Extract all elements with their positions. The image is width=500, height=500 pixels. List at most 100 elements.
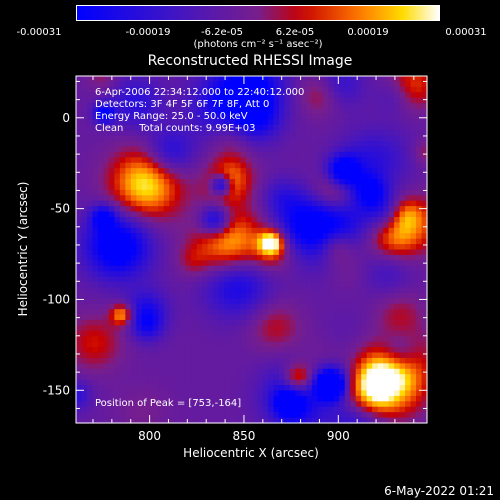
heatmap-cell bbox=[76, 336, 83, 343]
heatmap-cell bbox=[262, 86, 269, 93]
heatmap-cell bbox=[169, 238, 176, 245]
heatmap-cell bbox=[350, 146, 357, 153]
heatmap-cell bbox=[125, 298, 132, 305]
heatmap-cell bbox=[399, 401, 406, 408]
heatmap-cell bbox=[273, 260, 280, 267]
heatmap-cell bbox=[278, 195, 285, 202]
heatmap-cell bbox=[92, 292, 99, 299]
heatmap-cell bbox=[136, 168, 143, 175]
heatmap-cell bbox=[262, 298, 269, 305]
heatmap-cell bbox=[350, 76, 357, 83]
heatmap-cell bbox=[289, 417, 296, 424]
heatmap-cell bbox=[405, 113, 412, 120]
heatmap-cell bbox=[130, 401, 137, 408]
heatmap-cell bbox=[262, 130, 269, 137]
heatmap-cell bbox=[81, 233, 88, 240]
heatmap-cell bbox=[202, 184, 209, 191]
heatmap-cell bbox=[344, 211, 351, 218]
heatmap-cell bbox=[147, 216, 154, 223]
heatmap-cell bbox=[76, 135, 83, 142]
heatmap-cell bbox=[213, 271, 220, 278]
heatmap-cell bbox=[174, 406, 181, 413]
heatmap-cell bbox=[405, 352, 412, 359]
heatmap-cell bbox=[300, 395, 307, 402]
heatmap-cell bbox=[218, 238, 225, 245]
heatmap-cell bbox=[163, 282, 170, 289]
heatmap-cell bbox=[311, 254, 318, 261]
heatmap-cell bbox=[81, 336, 88, 343]
heatmap-cell bbox=[350, 238, 357, 245]
heatmap-cell bbox=[163, 195, 170, 202]
heatmap-cell bbox=[410, 341, 417, 348]
heatmap-cell bbox=[136, 314, 143, 321]
heatmap-cell bbox=[410, 97, 417, 104]
heatmap-cell bbox=[405, 135, 412, 142]
heatmap-cell bbox=[224, 173, 231, 180]
heatmap-cell bbox=[333, 314, 340, 321]
heatmap-cell bbox=[229, 271, 236, 278]
heatmap-cell bbox=[108, 395, 115, 402]
heatmap-cell bbox=[207, 265, 214, 272]
heatmap-cell bbox=[240, 227, 247, 234]
heatmap-cell bbox=[169, 179, 176, 186]
heatmap-cell bbox=[152, 141, 159, 148]
heatmap-cell bbox=[306, 395, 313, 402]
heatmap-cell bbox=[300, 401, 307, 408]
heatmap-cell bbox=[295, 282, 302, 289]
heatmap-cell bbox=[377, 374, 384, 381]
heatmap-cell bbox=[394, 189, 401, 196]
heatmap-cell bbox=[251, 141, 258, 148]
heatmap-cell bbox=[328, 265, 335, 272]
heatmap-cell bbox=[262, 108, 269, 115]
heatmap-cell bbox=[114, 146, 121, 153]
heatmap-cell bbox=[246, 97, 253, 104]
heatmap-cell bbox=[300, 390, 307, 397]
heatmap-cell bbox=[240, 195, 247, 202]
heatmap-cell bbox=[163, 151, 170, 158]
heatmap-cell bbox=[295, 309, 302, 316]
heatmap-cell bbox=[235, 227, 242, 234]
heatmap-cell bbox=[185, 401, 192, 408]
heatmap-cell bbox=[306, 86, 313, 93]
heatmap-cell bbox=[185, 222, 192, 229]
heatmap-cell bbox=[152, 146, 159, 153]
heatmap-cell bbox=[399, 238, 406, 245]
heatmap-cell bbox=[295, 325, 302, 332]
heatmap-cell bbox=[416, 233, 423, 240]
heatmap-cell bbox=[267, 309, 275, 316]
heatmap-cell bbox=[361, 368, 368, 375]
heatmap-cell bbox=[130, 233, 137, 240]
heatmap-cell bbox=[207, 352, 214, 359]
heatmap-cell bbox=[163, 113, 170, 120]
heatmap-cell bbox=[147, 303, 154, 310]
heatmap-cell bbox=[108, 298, 115, 305]
heatmap-cell bbox=[322, 189, 329, 196]
heatmap-cell bbox=[394, 254, 401, 261]
heatmap-cell bbox=[339, 374, 346, 381]
heatmap-cell bbox=[251, 227, 258, 234]
heatmap-cell bbox=[350, 276, 357, 283]
heatmap-cell bbox=[361, 222, 368, 229]
heatmap-cell bbox=[300, 103, 307, 110]
heatmap-cell bbox=[235, 135, 242, 142]
heatmap-cell bbox=[388, 385, 395, 392]
heatmap-cell bbox=[76, 390, 83, 397]
heatmap-cell bbox=[366, 363, 373, 370]
heatmap-cell bbox=[350, 211, 357, 218]
heatmap-cell bbox=[322, 124, 329, 131]
heatmap-cell bbox=[399, 390, 406, 397]
heatmap-cell bbox=[284, 81, 291, 88]
heatmap-cell bbox=[92, 157, 99, 164]
heatmap-cell bbox=[410, 282, 417, 289]
heatmap-cell bbox=[218, 417, 225, 424]
heatmap-cell bbox=[235, 130, 242, 137]
heatmap-cell bbox=[284, 249, 291, 256]
heatmap-cell bbox=[97, 141, 105, 148]
heatmap-cell bbox=[114, 168, 121, 175]
heatmap-cell bbox=[191, 276, 198, 283]
heatmap-cell bbox=[229, 395, 236, 402]
heatmap-cell bbox=[366, 141, 373, 148]
heatmap-cell bbox=[141, 341, 148, 348]
heatmap-cell bbox=[240, 97, 247, 104]
heatmap-cell bbox=[114, 303, 121, 310]
